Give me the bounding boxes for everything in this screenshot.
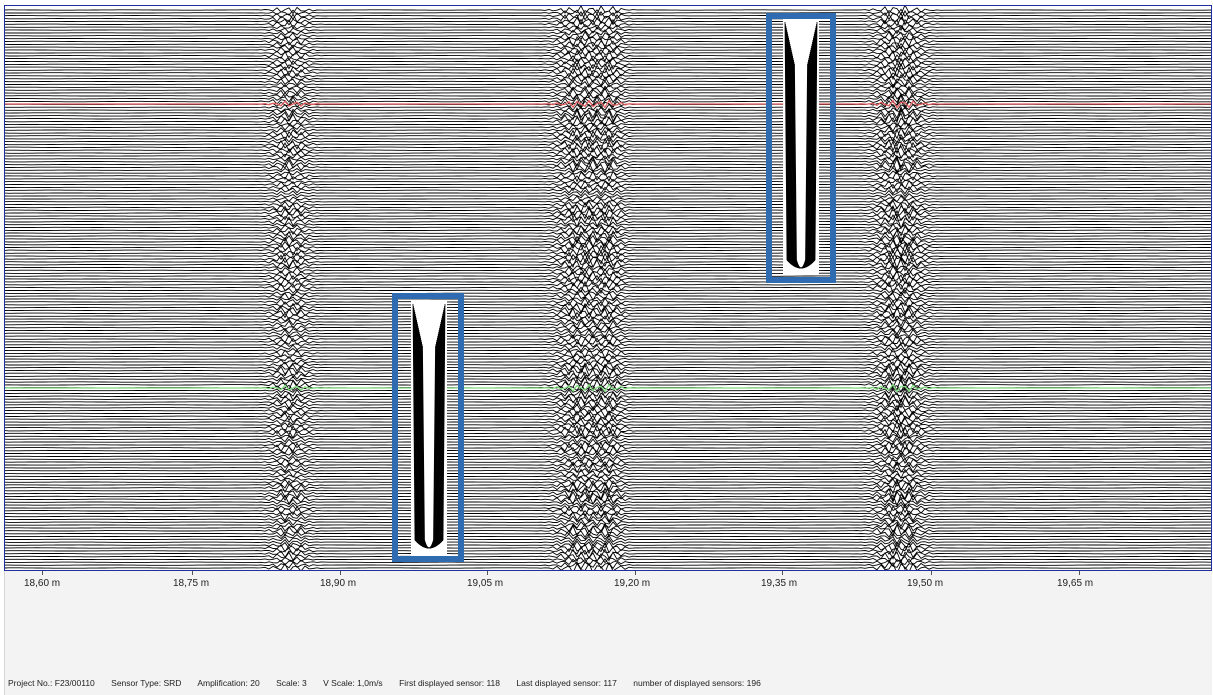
axis-tick-mark	[42, 571, 43, 575]
axis-tick-label: 18,60 m	[24, 578, 61, 589]
axis-tick-label: 19,05 m	[467, 578, 504, 589]
red-marker-trace	[5, 99, 1211, 109]
sensor-trace-plot[interactable]	[4, 5, 1212, 571]
axis-tick-mark	[192, 571, 193, 575]
status-bar: Project No.: F23/00110 Sensor Type: SRD …	[8, 678, 775, 688]
highlight-box-left[interactable]	[392, 293, 464, 562]
axis-tick-label: 18,90 m	[320, 578, 357, 589]
axis-tick-label: 19,65 m	[1057, 578, 1094, 589]
first-displayed-sensor: First displayed sensor: 118	[399, 678, 501, 688]
axis-tick-mark	[635, 571, 636, 575]
axis-tick-mark	[487, 571, 488, 575]
highlight-box-right[interactable]	[766, 13, 836, 283]
displayed-sensor-count: number of displayed sensors: 196	[633, 678, 761, 688]
scale: Scale: 3	[276, 678, 307, 688]
project-number: Project No.: F23/00110	[8, 678, 95, 688]
anomaly-signature-right	[783, 18, 819, 274]
axis-tick-mark	[340, 571, 341, 575]
axis-tick-label: 18,75 m	[173, 578, 210, 589]
anomaly-signature-left	[411, 300, 447, 554]
sensor-traces	[5, 6, 1211, 570]
green-marker-trace	[5, 383, 1211, 393]
axis-tick-label: 19,20 m	[614, 578, 651, 589]
axis-tick-mark	[1079, 571, 1080, 575]
v-scale: V Scale: 1,0m/s	[323, 678, 383, 688]
axis-tick-label: 19,35 m	[761, 578, 798, 589]
amplification: Amplification: 20	[197, 678, 260, 688]
axis-tick-label: 19,50 m	[907, 578, 944, 589]
distance-axis: 18,60 m 18,75 m 18,90 m 19,05 m 19,20 m …	[4, 571, 1212, 695]
axis-tick-mark	[931, 571, 932, 575]
last-displayed-sensor: Last displayed sensor: 117	[516, 678, 617, 688]
trace-canvas	[5, 6, 1211, 570]
axis-tick-mark	[782, 571, 783, 575]
sensor-type: Sensor Type: SRD	[111, 678, 182, 688]
